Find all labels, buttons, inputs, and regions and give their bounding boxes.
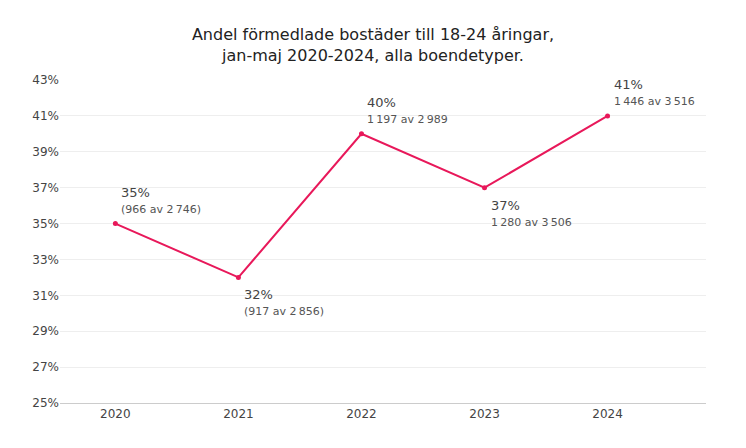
svg-text:1 446 av 3 516: 1 446 av 3 516 <box>614 95 695 108</box>
svg-text:35%: 35% <box>32 217 59 231</box>
svg-text:43%: 43% <box>32 73 59 87</box>
svg-text:1 280 av 3 506: 1 280 av 3 506 <box>491 216 572 229</box>
svg-text:37%: 37% <box>491 198 520 213</box>
svg-text:29%: 29% <box>32 324 59 338</box>
svg-text:(966 av 2 746): (966 av 2 746) <box>121 203 201 216</box>
svg-text:2023: 2023 <box>469 407 500 421</box>
svg-text:25%: 25% <box>32 396 59 410</box>
svg-text:2021: 2021 <box>223 407 254 421</box>
svg-text:41%: 41% <box>32 109 59 123</box>
svg-text:2022: 2022 <box>346 407 377 421</box>
svg-text:33%: 33% <box>32 253 59 267</box>
svg-text:(917 av 2 856): (917 av 2 856) <box>244 305 324 318</box>
svg-text:32%: 32% <box>244 287 273 302</box>
svg-text:Andel förmedlade bostäder till: Andel förmedlade bostäder till 18-24 åri… <box>192 25 554 65</box>
svg-text:37%: 37% <box>32 181 59 195</box>
svg-text:2020: 2020 <box>100 407 131 421</box>
svg-text:1 197 av 2 989: 1 197 av 2 989 <box>367 113 448 126</box>
svg-text:41%: 41% <box>614 77 643 92</box>
svg-text:39%: 39% <box>32 145 59 159</box>
svg-text:27%: 27% <box>32 360 59 374</box>
svg-text:2024: 2024 <box>592 407 623 421</box>
svg-text:35%: 35% <box>121 185 150 200</box>
svg-text:40%: 40% <box>367 95 396 110</box>
svg-text:31%: 31% <box>32 289 59 303</box>
